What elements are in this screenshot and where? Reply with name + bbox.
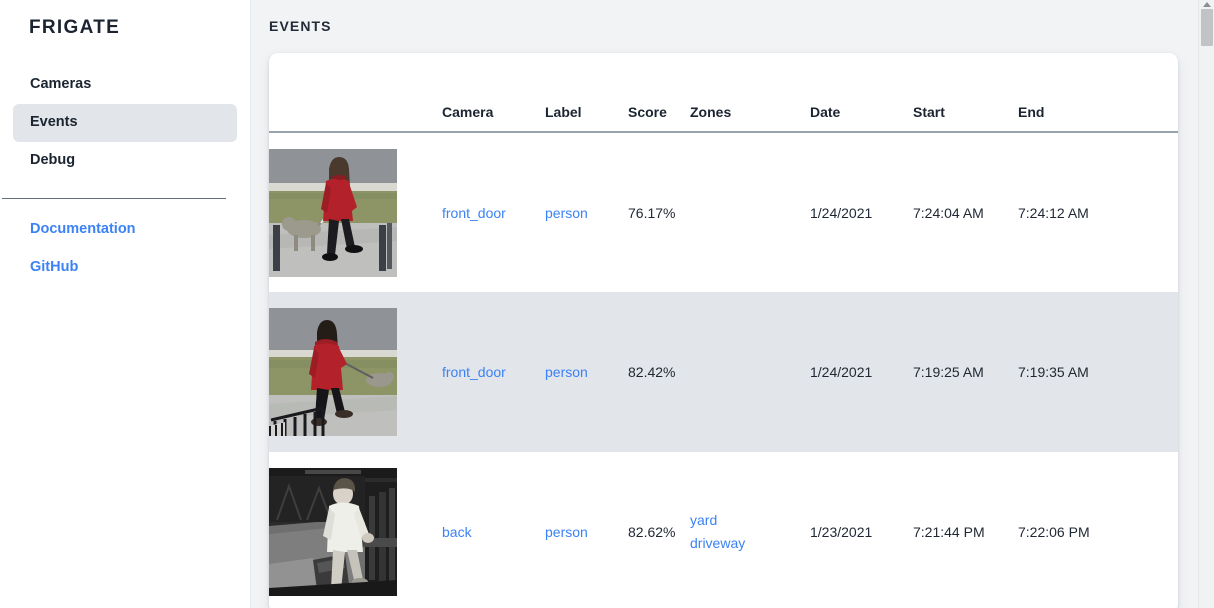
event-camera-link[interactable]: back <box>442 524 472 540</box>
sidebar-link-documentation[interactable]: Documentation <box>30 220 136 237</box>
event-thumbnail-person-white-shirt-infrared-night[interactable] <box>269 468 397 596</box>
event-start-cell: 7:19:25 AM <box>913 292 1018 452</box>
event-end-cell: 7:24:12 AM <box>1018 132 1178 292</box>
event-end-value: 7:22:06 PM <box>1018 524 1090 540</box>
event-end-value: 7:24:12 AM <box>1018 204 1089 221</box>
column-header-zones[interactable]: Zones <box>690 104 732 120</box>
event-zone-link-yard[interactable]: yard <box>690 512 718 529</box>
column-header-score[interactable]: Score <box>628 104 667 120</box>
column-header-start[interactable]: Start <box>913 104 945 120</box>
event-date-value: 1/24/2021 <box>810 204 873 221</box>
page-title: EVENTS <box>269 18 332 34</box>
event-label-cell: person <box>545 452 628 608</box>
events-table: Camera Label Score Zones Date Start End <box>269 53 1178 608</box>
table-row[interactable]: front_door person 76.17% 1/24/2021 <box>269 132 1178 292</box>
scrollbar-thumb[interactable] <box>1201 9 1213 46</box>
event-score-value: 76.17% <box>628 204 676 221</box>
event-thumbnail-person-red-coat-leash-daylight[interactable] <box>269 308 397 436</box>
column-header-camera[interactable]: Camera <box>442 104 494 120</box>
event-date-cell: 1/24/2021 <box>810 132 913 292</box>
event-label-cell: person <box>545 292 628 452</box>
event-score-value: 82.62% <box>628 524 676 540</box>
sidebar-nav: Cameras Events Debug <box>0 66 250 180</box>
event-thumbnail-cell <box>269 132 442 292</box>
column-header-end[interactable]: End <box>1018 104 1045 120</box>
sidebar-item-debug[interactable]: Debug <box>30 151 76 168</box>
sidebar-item-events[interactable]: Events <box>13 103 237 142</box>
column-header-date[interactable]: Date <box>810 104 841 120</box>
event-label-link[interactable]: person <box>545 524 588 540</box>
event-label-link[interactable]: person <box>545 364 588 380</box>
event-label-link[interactable]: person <box>545 204 588 221</box>
event-zones-cell <box>690 132 810 292</box>
table-row[interactable]: back person 82.62% yard driveway <box>269 452 1178 608</box>
events-table-body: front_door person 76.17% 1/24/2021 <box>269 132 1178 608</box>
event-camera-cell: front_door <box>442 292 545 452</box>
page-scrollbar[interactable] <box>1198 0 1214 608</box>
sidebar-divider <box>2 197 226 199</box>
event-end-cell: 7:22:06 PM <box>1018 452 1178 608</box>
events-card: Camera Label Score Zones Date Start End <box>269 53 1178 608</box>
app-brand-title: FRIGATE <box>29 17 121 38</box>
sidebar-link-github[interactable]: GitHub <box>30 258 79 275</box>
event-start-value: 7:24:04 AM <box>913 204 984 221</box>
event-camera-cell: back <box>442 452 545 608</box>
event-score-cell: 76.17% <box>628 132 690 292</box>
main-content: EVENTS Camera Label Score Zones Date Sta… <box>251 0 1214 608</box>
event-start-cell: 7:21:44 PM <box>913 452 1018 608</box>
event-end-cell: 7:19:35 AM <box>1018 292 1178 452</box>
event-camera-link[interactable]: front_door <box>442 204 506 221</box>
event-score-value: 82.42% <box>628 364 676 380</box>
event-thumbnail-person-red-coat-dog-daylight[interactable] <box>269 148 397 277</box>
event-end-value: 7:19:35 AM <box>1018 364 1089 380</box>
event-thumbnail-cell <box>269 292 442 452</box>
event-camera-cell: front_door <box>442 132 545 292</box>
event-zone-link-driveway[interactable]: driveway <box>690 535 746 551</box>
event-date-cell: 1/24/2021 <box>810 292 913 452</box>
event-start-cell: 7:24:04 AM <box>913 132 1018 292</box>
event-start-value: 7:21:44 PM <box>913 524 985 540</box>
event-camera-link[interactable]: front_door <box>442 364 506 380</box>
event-date-value: 1/23/2021 <box>810 524 873 540</box>
event-start-value: 7:19:25 AM <box>913 364 984 380</box>
event-score-cell: 82.62% <box>628 452 690 608</box>
table-row[interactable]: front_door person 82.42% 1/24/2021 <box>269 292 1178 452</box>
event-thumbnail-cell <box>269 452 442 608</box>
event-zones-cell <box>690 292 810 452</box>
scroll-up-arrow-icon[interactable] <box>1203 2 1211 7</box>
event-score-cell: 82.42% <box>628 292 690 452</box>
column-header-thumbnail <box>269 53 442 131</box>
event-label-cell: person <box>545 132 628 292</box>
column-header-label[interactable]: Label <box>545 104 582 120</box>
sidebar-item-cameras[interactable]: Cameras <box>30 75 92 92</box>
event-zones-cell: yard driveway <box>690 452 810 608</box>
sidebar-external-links: Documentation GitHub <box>0 199 250 287</box>
table-header-row: Camera Label Score Zones Date Start End <box>269 53 1178 131</box>
events-table-head: Camera Label Score Zones Date Start End <box>269 53 1178 133</box>
event-date-cell: 1/23/2021 <box>810 452 913 608</box>
event-date-value: 1/24/2021 <box>810 364 873 380</box>
sidebar: FRIGATE Cameras Events Debug Documentati… <box>0 0 251 608</box>
